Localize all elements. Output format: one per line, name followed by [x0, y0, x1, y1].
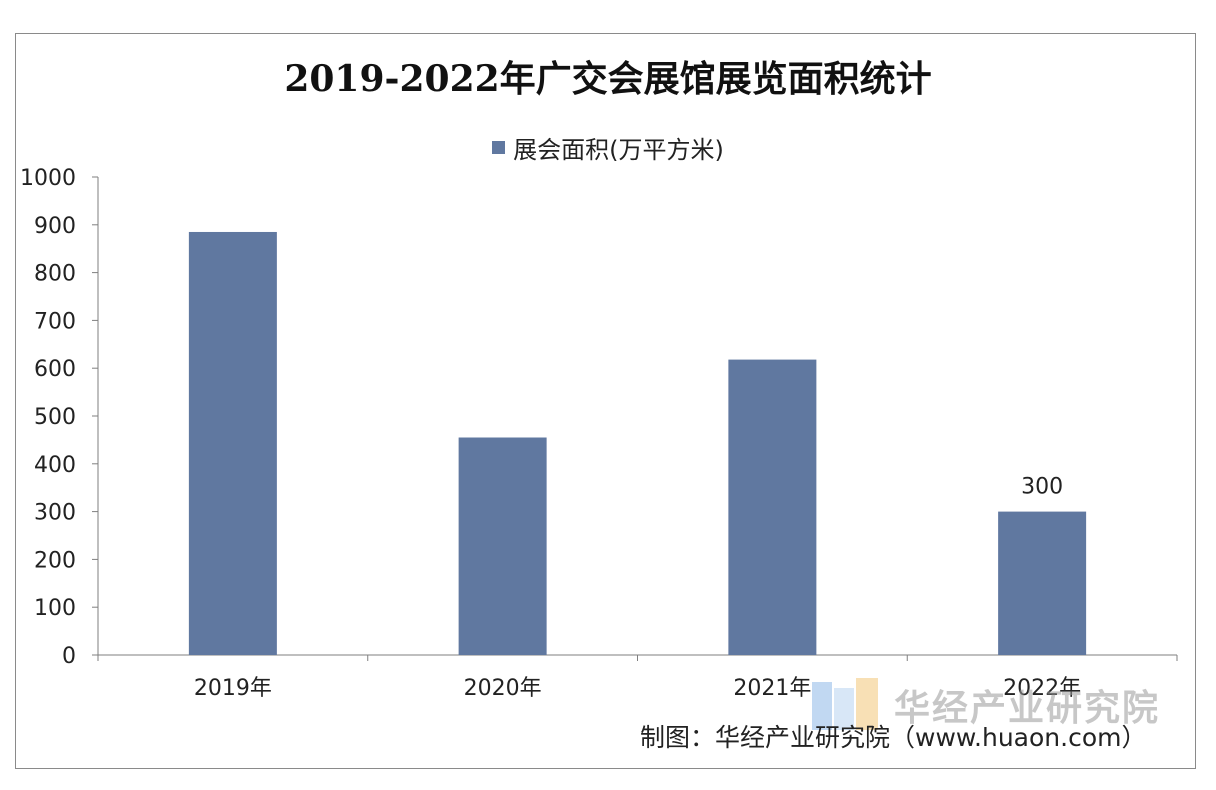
data-label: 300	[1021, 475, 1063, 500]
y-tick-label: 300	[34, 501, 76, 526]
data-labels: 300	[1021, 475, 1063, 500]
y-tick-label: 200	[34, 548, 76, 573]
legend-label: 展会面积(万平方米)	[513, 136, 724, 164]
x-tick-label: 2021年	[733, 676, 811, 701]
chart-title: 2019-2022年广交会展馆展览面积统计	[284, 58, 932, 100]
bars	[188, 231, 1087, 655]
y-tick-label: 800	[34, 262, 76, 287]
y-tick-label: 500	[34, 405, 76, 430]
y-tick-label: 700	[34, 309, 76, 334]
bar	[458, 437, 547, 655]
x-tick-label: 2020年	[464, 676, 542, 701]
x-tick-label: 2022年	[1003, 676, 1081, 701]
watermark-text: 华经产业研究院	[894, 688, 1161, 729]
y-tick-label: 600	[34, 357, 76, 382]
watermark: 华经产业研究院	[812, 674, 1160, 736]
y-tick-label: 0	[62, 644, 76, 669]
bar	[998, 511, 1087, 655]
legend-swatch	[492, 141, 506, 154]
bar	[188, 231, 277, 655]
watermark-logo-icon	[812, 674, 884, 736]
y-axis: 0 100 200 300 400 500 600 700 800 900 1000	[20, 166, 99, 669]
y-tick-label: 1000	[20, 166, 76, 191]
legend: 展会面积(万平方米)	[0, 130, 1216, 165]
source-footer: 制图：华经产业研究院（www.huaon.com）	[640, 723, 1147, 752]
x-axis: 2019年 2020年 2021年 2022年	[97, 654, 1178, 701]
y-tick-label: 100	[34, 596, 76, 621]
bar	[728, 359, 817, 655]
y-tick-label: 400	[34, 453, 76, 478]
y-tick-label: 900	[34, 214, 76, 239]
x-tick-label: 2019年	[194, 676, 272, 701]
